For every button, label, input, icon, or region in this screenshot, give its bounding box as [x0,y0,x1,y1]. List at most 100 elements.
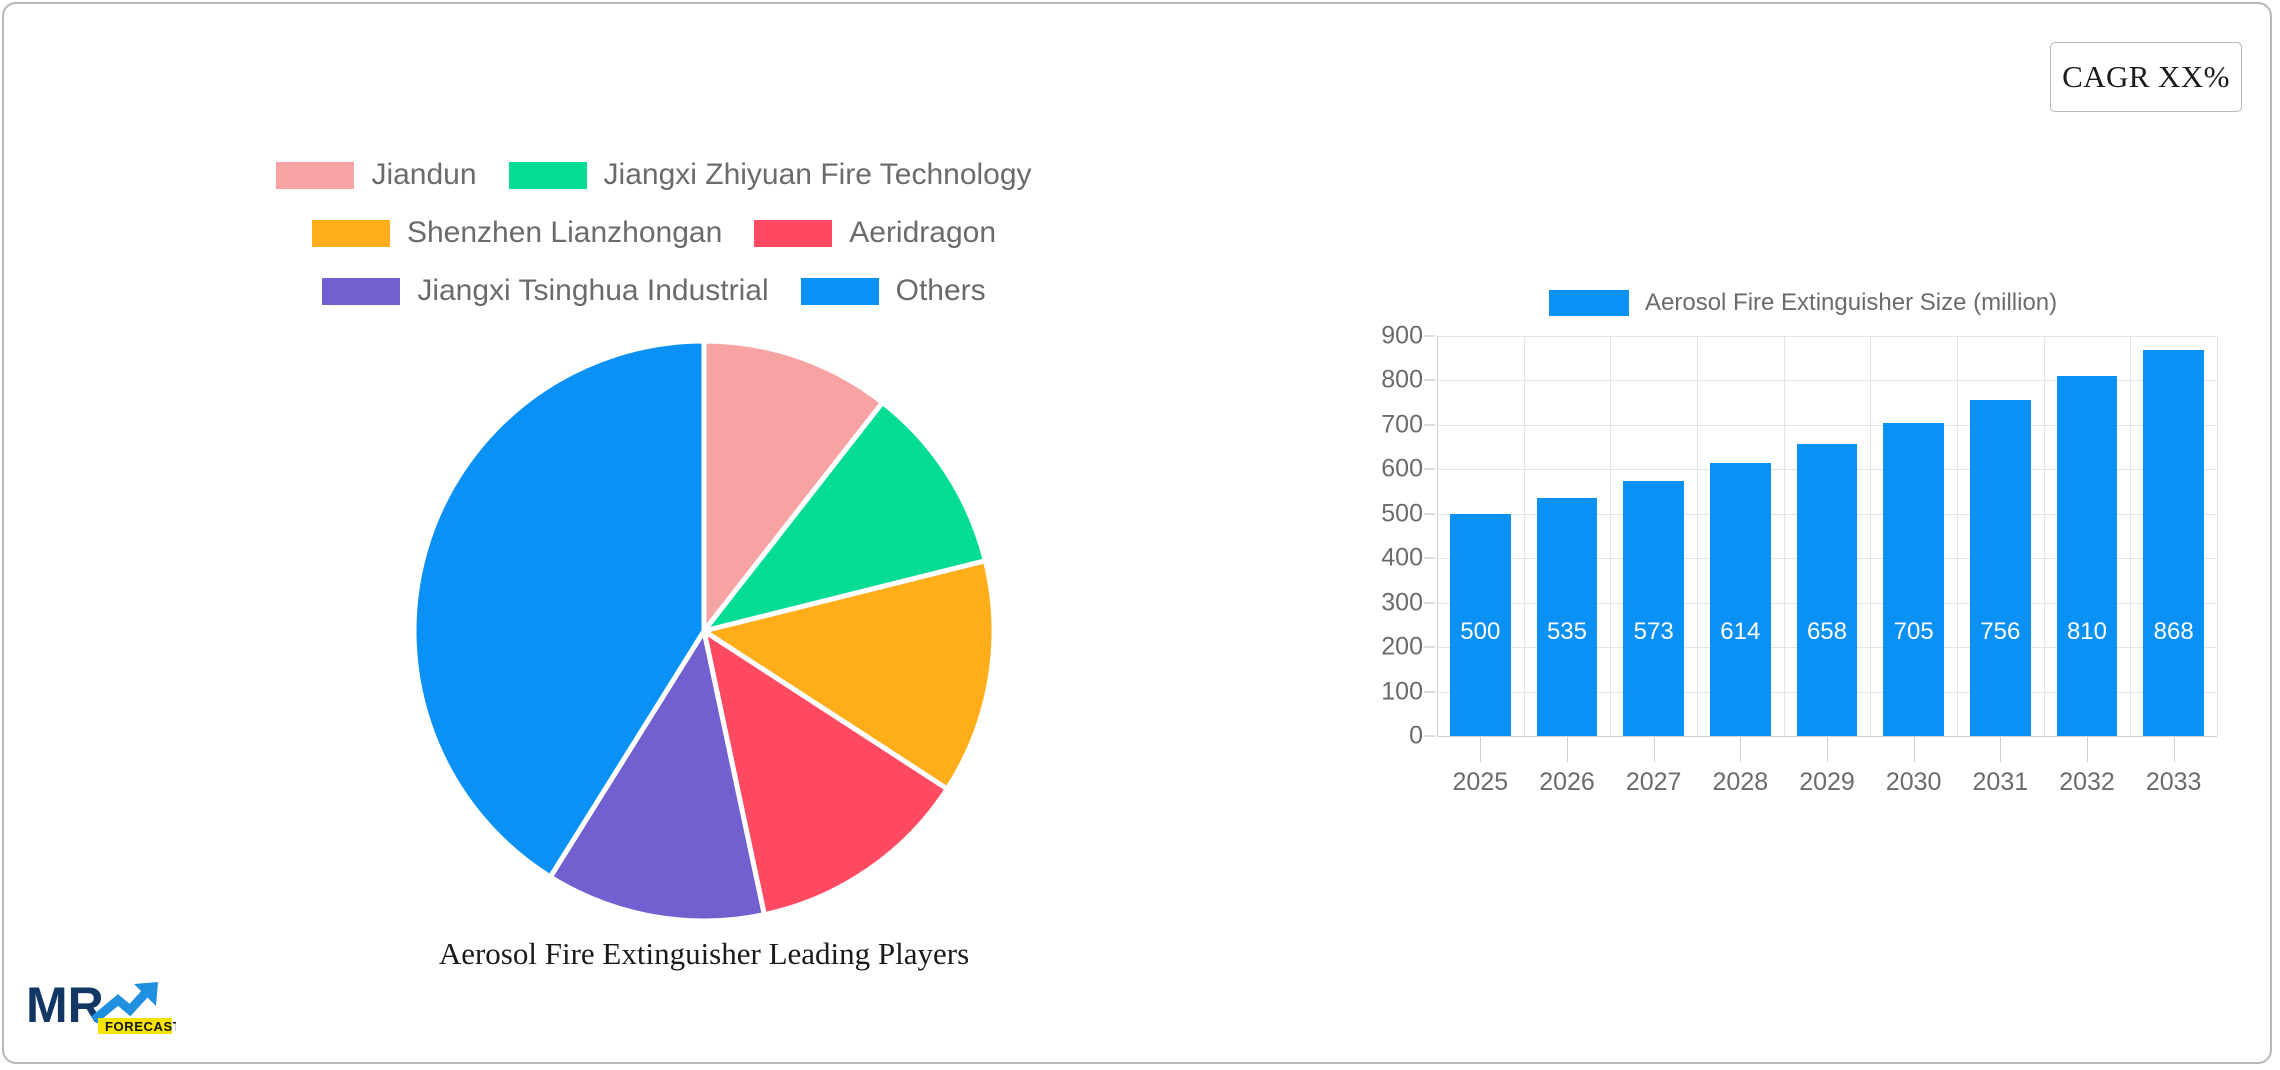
pie-legend-item[interactable]: Others [800,274,986,308]
y-axis-tick-label: 700 [1381,410,1423,439]
bar[interactable]: 573 [1623,481,1684,736]
x-axis-tick-mark [2000,736,2002,762]
gridline-vertical [1957,336,1958,736]
bar[interactable]: 535 [1536,498,1598,736]
pie-legend-item[interactable]: Shenzhen Lianzhongan [311,216,723,250]
pie-legend-row: Jiandun Jiangxi Zhiyuan Fire Technology [124,146,1184,204]
y-axis-tick-mark [1424,335,1435,337]
x-axis-tick-mark [1827,736,1828,762]
y-axis-tick-mark [1424,468,1435,470]
bar-value-label: 810 [2066,618,2107,645]
x-axis-tick-mark [2173,736,2175,762]
gridline-vertical [1697,336,1698,736]
x-axis-tick-label: 2028 [1712,768,1769,796]
x-axis-tick-label: 2027 [1625,768,1682,796]
y-axis-tick-label: 600 [1381,454,1423,483]
bar-value-label: 614 [1720,618,1761,645]
bar-value-label: 756 [1980,618,2021,645]
x-axis-tick-mark [1740,736,1742,762]
bar-value-label: 500 [1460,618,1501,645]
y-axis-tick-label: 400 [1381,543,1423,572]
logo-banner-text: FORECAST [105,1019,176,1034]
pie-slice[interactable] [701,338,886,634]
y-axis-tick-mark [1424,513,1435,515]
bar[interactable]: 614 [1710,463,1771,736]
y-axis-tick-mark [1424,735,1435,737]
pie-legend-swatch [311,219,390,247]
gridline-vertical [2217,336,2218,736]
bar-legend-swatch [1549,290,1629,316]
x-axis-tick-label: 2026 [1539,768,1595,796]
gridline-vertical [1783,336,1785,736]
x-axis-tick-label: 2031 [1972,768,2029,796]
cagr-badge-label: CAGR XX% [2062,59,2230,94]
pie-legend-label: Shenzhen Lianzhongan [406,216,723,249]
y-axis-tick-label: 0 [1409,721,1423,750]
bar[interactable]: 868 [2143,350,2204,736]
pie-legend-label: Jiangxi Zhiyuan Fire Technology [603,158,1032,191]
gridline-vertical [1610,336,1612,736]
pie-legend-item[interactable]: Jiandun [276,158,477,192]
pie-legend-label: Others [895,274,986,307]
bar-chart-plot-area: 0 100 200 300 400 500 600 700 800 900 500 2025 535 20… [1381,322,2218,796]
pie-legend-label: Aeridragon [849,216,997,249]
bar-legend-label: Aerosol Fire Extinguisher Size (million) [1645,289,2058,316]
gridline-vertical [2043,336,2045,736]
gridline-horizontal [1437,424,2217,426]
pie-slice[interactable] [701,399,988,634]
y-axis-tick-label: 200 [1381,632,1423,661]
pie-legend-swatch [800,277,879,305]
logo-mark-text: MR [26,977,104,1033]
pie-chart-svg [411,338,997,924]
y-axis-tick-label: 100 [1381,677,1423,706]
pie-chart-caption: Aerosol Fire Extinguisher Leading Player… [438,936,970,971]
pie-chart [411,338,997,924]
x-axis-tick-label: 2030 [1885,768,1942,796]
y-axis-tick-label: 800 [1381,365,1423,394]
pie-legend-row: Shenzhen Lianzhongan Aeridragon [124,204,1184,262]
y-axis-tick-mark [1424,691,1435,693]
y-axis-tick-label: 500 [1381,499,1423,528]
x-axis-tick-mark [1480,736,1482,762]
bar[interactable]: 756 [1970,400,2031,736]
gridline-horizontal [1437,380,2217,382]
x-axis-tick-mark [1913,736,1915,762]
pie-legend-item[interactable]: Jiangxi Tsinghua Industrial [322,274,769,308]
bar[interactable]: 658 [1796,443,1858,736]
pie-legend-label: Jiandun [371,158,477,191]
pie-legend-swatch [508,161,587,189]
logo-banner-bg [98,1018,172,1034]
gridline-vertical [1523,336,1525,736]
bar-value-label: 868 [2153,618,2194,645]
x-axis-tick-mark [2087,736,2088,762]
pie-slice[interactable] [547,628,767,924]
pie-slice[interactable] [701,628,950,918]
x-axis-tick-label: 2029 [1799,768,1855,796]
pie-legend-item[interactable]: Aeridragon [754,216,996,250]
x-axis-tick-label: 2025 [1452,768,1509,796]
pie-legend-item[interactable]: Jiangxi Zhiyuan Fire Technology [508,158,1032,192]
y-axis-tick-mark [1424,379,1435,381]
x-axis-tick-mark [1653,736,1655,762]
bar-value-label: 705 [1893,618,1934,645]
bar-chart: Aerosol Fire Extinguisher Size (million)… [1349,289,2249,799]
gridline-vertical [1870,336,1872,736]
pie-legend-swatch [276,161,355,189]
pie-slice[interactable] [701,558,997,792]
y-axis-tick-mark [1424,646,1435,648]
bar[interactable]: 500 [1450,513,1511,736]
y-axis-tick-label: 900 [1381,321,1423,350]
y-axis-tick-mark [1424,424,1435,426]
x-axis-tick-label: 2033 [2145,768,2202,796]
y-axis-tick-mark [1424,557,1435,559]
bar[interactable]: 705 [1883,422,1944,736]
y-axis-line [1437,336,1438,736]
gridline-vertical [2130,336,2132,736]
pie-legend-row: Jiangxi Tsinghua Industrial Others [124,262,1184,320]
pie-legend-label: Jiangxi Tsinghua Industrial [417,274,769,307]
pie-slice[interactable] [411,338,707,880]
x-axis-tick-label: 2032 [2059,768,2115,796]
bar-value-label: 573 [1633,618,1674,645]
bar[interactable]: 810 [2056,376,2118,736]
